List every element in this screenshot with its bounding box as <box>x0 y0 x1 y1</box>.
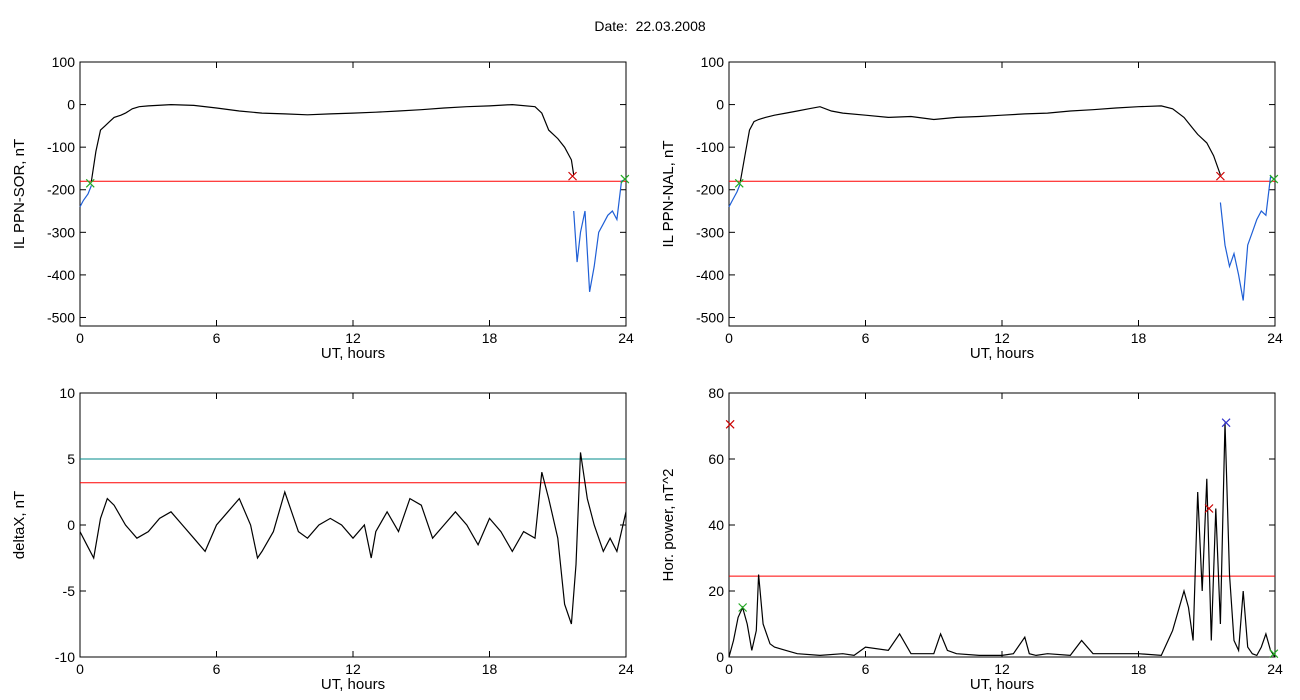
y-axis-label: deltaX, nT <box>11 491 28 559</box>
x-tick-label: 18 <box>1131 330 1147 346</box>
series-line <box>1219 176 1276 301</box>
date-value: 22.03.2008 <box>635 18 706 34</box>
series-line <box>573 178 627 293</box>
event-marker <box>1269 649 1279 659</box>
event-marker <box>734 178 744 188</box>
chart-3: 0 6 12 18 24 -10 -5 0 5 10 UT, hours deltaX, nT <box>11 385 634 693</box>
y-tick-label: -100 <box>47 139 75 155</box>
date-label: Date: <box>594 18 628 34</box>
chart-1: 0 6 12 18 24 -500 -400 -300 -200 -100 0 100 UT, hour… <box>11 54 634 362</box>
y-tick-label: 60 <box>708 451 724 467</box>
series-line <box>90 103 575 182</box>
y-tick-label: 5 <box>67 451 75 467</box>
y-tick-label: 0 <box>716 649 724 665</box>
x-tick-label: 0 <box>76 330 84 346</box>
series-line <box>728 422 1276 658</box>
y-axis-label: IL PPN-SOR, nT <box>11 139 28 249</box>
series-line <box>728 183 741 208</box>
x-tick-label: 12 <box>345 330 361 346</box>
plot-frame <box>728 392 1276 658</box>
x-tick-label: 12 <box>994 661 1010 677</box>
y-tick-label: -200 <box>47 182 75 198</box>
y-tick-label: 0 <box>67 517 75 533</box>
x-tick-label: 24 <box>618 330 634 346</box>
y-tick-label: 100 <box>52 54 76 70</box>
event-marker <box>1215 171 1225 181</box>
event-marker <box>738 603 748 612</box>
event-marker <box>620 174 630 184</box>
x-tick-label: 6 <box>862 661 870 677</box>
y-tick-label: -10 <box>55 649 75 665</box>
x-tick-label: 24 <box>1267 330 1283 346</box>
chart-4: 0 6 12 18 24 0 20 40 60 80 UT, hours Hor. power, nT… <box>660 385 1283 693</box>
x-axis-label: UT, hours <box>970 676 1034 693</box>
event-marker <box>85 178 95 188</box>
series-line <box>79 452 627 625</box>
y-axis-label: IL PPN-NAL, nT <box>660 141 677 248</box>
plot-frame <box>79 392 627 658</box>
x-tick-label: 18 <box>482 330 498 346</box>
plot-frame <box>728 61 1276 327</box>
x-tick-label: 24 <box>1267 661 1283 677</box>
x-tick-label: 18 <box>482 661 498 677</box>
y-tick-label: 80 <box>708 385 724 401</box>
y-tick-label: -300 <box>47 224 75 240</box>
x-axis-label: UT, hours <box>321 345 385 362</box>
y-tick-label: 20 <box>708 583 724 599</box>
y-tick-label: -5 <box>63 583 76 599</box>
y-tick-label: 10 <box>59 385 75 401</box>
x-tick-label: 12 <box>345 661 361 677</box>
event-marker <box>725 419 735 429</box>
y-tick-label: -400 <box>47 267 75 283</box>
y-tick-label: -300 <box>696 224 724 240</box>
series-line <box>739 105 1221 182</box>
series-line <box>79 185 92 208</box>
x-tick-label: 6 <box>213 330 221 346</box>
y-tick-label: 40 <box>708 517 724 533</box>
event-marker <box>1221 418 1231 428</box>
event-marker <box>1204 504 1214 513</box>
x-tick-label: 6 <box>862 330 870 346</box>
y-tick-label: 100 <box>701 54 725 70</box>
x-axis-label: UT, hours <box>970 345 1034 362</box>
x-tick-label: 0 <box>725 661 733 677</box>
y-tick-label: -500 <box>696 309 724 325</box>
y-tick-label: 0 <box>716 97 724 113</box>
x-tick-label: 12 <box>994 330 1010 346</box>
event-marker <box>1269 174 1279 184</box>
y-axis-label: Hor. power, nT^2 <box>660 469 677 582</box>
event-marker <box>568 171 577 181</box>
x-tick-label: 0 <box>76 661 84 677</box>
chart-2: 0 6 12 18 24 -500 -400 -300 -200 -100 0 100 UT, hour… <box>660 54 1283 362</box>
x-tick-label: 18 <box>1131 661 1147 677</box>
y-tick-label: 0 <box>67 97 75 113</box>
y-tick-label: -200 <box>696 182 724 198</box>
x-tick-label: 24 <box>618 661 634 677</box>
y-tick-label: -100 <box>696 139 724 155</box>
y-tick-label: -400 <box>696 267 724 283</box>
x-tick-label: 6 <box>213 661 221 677</box>
plot-frame <box>79 61 627 327</box>
x-axis-label: UT, hours <box>321 676 385 693</box>
x-tick-label: 0 <box>725 330 733 346</box>
date-title: Date: 22.03.2008 <box>0 18 1300 34</box>
y-tick-label: -500 <box>47 309 75 325</box>
